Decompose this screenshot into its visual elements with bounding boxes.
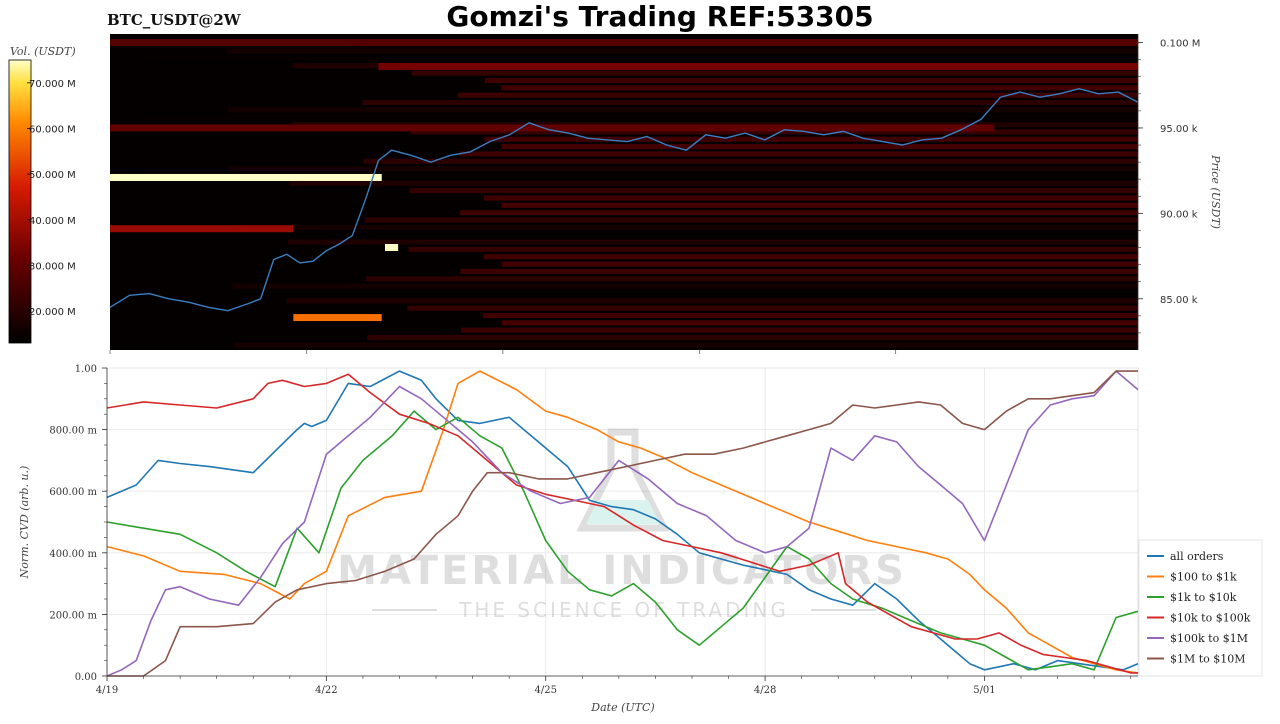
heatmap-panel: 0.100 M 95.00 k 90.00 k 85.00 k Price (USDT… (109, 34, 1222, 354)
legend-label: $1k to $10k (1170, 591, 1237, 604)
x-tick-label: 4/19 (96, 685, 118, 696)
volume-band (110, 225, 294, 233)
series-line (106, 370, 1139, 674)
heatmap-row (459, 210, 1139, 216)
price-tick-label: 85.00 k (1160, 295, 1198, 306)
price-tick-label: 95.00 k (1160, 124, 1198, 135)
heatmap-row (460, 268, 1138, 274)
x-tick-label: 4/22 (315, 685, 337, 696)
colorbar: Vol. (USDT) 70.000 M 60.000 M 50.000 M 40.0… (8, 45, 76, 344)
heatmap-row (484, 77, 1138, 83)
legend-label: $100 to $1k (1170, 571, 1237, 584)
heatmap-row (501, 144, 1139, 150)
heatmap-row (367, 335, 1139, 341)
x-tick-label: 4/25 (534, 685, 556, 696)
series-line (106, 410, 1139, 671)
legend-label: $10k to $100k (1170, 612, 1251, 625)
heatmap-row (232, 283, 1138, 289)
heatmap-row (461, 327, 1138, 333)
heatmap-row (226, 48, 1139, 54)
volume-band (110, 39, 1138, 47)
colorbar-tick-label: 20.000 M (29, 307, 76, 318)
heatmap-row (139, 290, 1139, 296)
heatmap-row (145, 55, 1139, 61)
cvd-y-axis-label: Norm. CVD (arb. u.) (18, 466, 31, 580)
volume-band (110, 124, 994, 132)
series-line (106, 370, 1139, 677)
heatmap-row (363, 158, 1138, 164)
heatmap-row (409, 188, 1138, 194)
y-tick-label: 0.00 (75, 672, 97, 683)
legend-label: $1M to $10M (1170, 653, 1246, 666)
heatmap-row (288, 239, 1138, 245)
price-axis-label: Price (USDT) (1209, 154, 1222, 229)
heatmap-row (501, 261, 1138, 267)
watermark-line2: THE SCIENCE OF TRADING (458, 598, 789, 622)
heatmap-row (483, 195, 1138, 201)
heatmap-row (501, 202, 1138, 208)
legend-box (1138, 539, 1263, 677)
volume-band (110, 173, 382, 181)
legend-label: all orders (1170, 550, 1224, 563)
cvd-plot-area (106, 367, 1139, 677)
heatmap-row (408, 246, 1139, 252)
heatmap-row (501, 320, 1138, 326)
heatmap-row (411, 70, 1138, 76)
series-line (106, 373, 1138, 674)
chart-title: Gomzi's Trading REF:53305 (446, 0, 873, 33)
series-line (107, 370, 1138, 677)
heatmap-row (410, 129, 1138, 135)
watermark-line1: MATERIAL INDICATORS (337, 548, 907, 594)
volume-band (385, 244, 399, 252)
heatmap-row (234, 342, 1138, 348)
colorbar-tick-label: 40.000 M (29, 216, 76, 227)
y-tick-label: 600.00 m (49, 487, 97, 498)
heatmap-row (140, 232, 1138, 238)
y-tick-label: 1.00 (75, 364, 97, 375)
price-tick-label: 90.00 k (1160, 209, 1198, 220)
heatmap-row (407, 305, 1138, 311)
colorbar-gradient (8, 59, 32, 344)
heatmap-row (501, 85, 1138, 91)
y-tick-label: 200.00 m (49, 610, 97, 621)
heatmap-row (482, 312, 1138, 318)
heatmap-row (229, 166, 1138, 172)
heatmap-row (289, 180, 1138, 186)
x-tick-label: 4/28 (754, 685, 776, 696)
heatmap-row (286, 298, 1138, 304)
legend-label: $100k to $1M (1170, 632, 1248, 645)
legend: all orders $100 to $1k $1k to $10k $10k to … (1138, 539, 1263, 677)
cvd-panel: MATERIAL INDICATORS THE SCIENCE OF TRADI… (18, 364, 1139, 714)
price-tick-label: 0.100 M (1160, 39, 1200, 50)
y-tick-label: 400.00 m (49, 549, 97, 560)
volume-band (293, 314, 382, 322)
heatmap-row (483, 254, 1138, 260)
heatmap-row (144, 114, 1138, 120)
watermark: MATERIAL INDICATORS THE SCIENCE OF TRADI… (337, 428, 907, 622)
price-line (109, 87, 1139, 312)
heatmap-row (364, 217, 1138, 223)
heatmap-row (459, 151, 1139, 157)
heatmap-row (231, 224, 1139, 230)
y-tick-label: 800.00 m (49, 426, 97, 437)
symbol-label: BTC_USDT@2W (107, 11, 242, 29)
colorbar-tick-label: 70.000 M (29, 79, 76, 90)
colorbar-tick-label: 50.000 M (29, 170, 76, 181)
flask-liquid (586, 500, 660, 524)
heatmap-row (458, 92, 1138, 98)
heatmap-row (362, 99, 1138, 105)
colorbar-label: Vol. (USDT) (10, 45, 76, 58)
cvd-x-axis-label: Date (UTC) (590, 701, 654, 714)
series-line (106, 370, 1139, 671)
heatmap-row (366, 276, 1138, 282)
x-tick-label: 5/01 (973, 685, 995, 696)
volume-band (378, 62, 1138, 70)
heatmap-row (142, 173, 1138, 179)
heatmap-row (228, 107, 1139, 113)
colorbar-tick-label: 30.000 M (29, 261, 76, 272)
heatmap-row (484, 136, 1139, 142)
colorbar-tick-label: 60.000 M (29, 124, 76, 135)
